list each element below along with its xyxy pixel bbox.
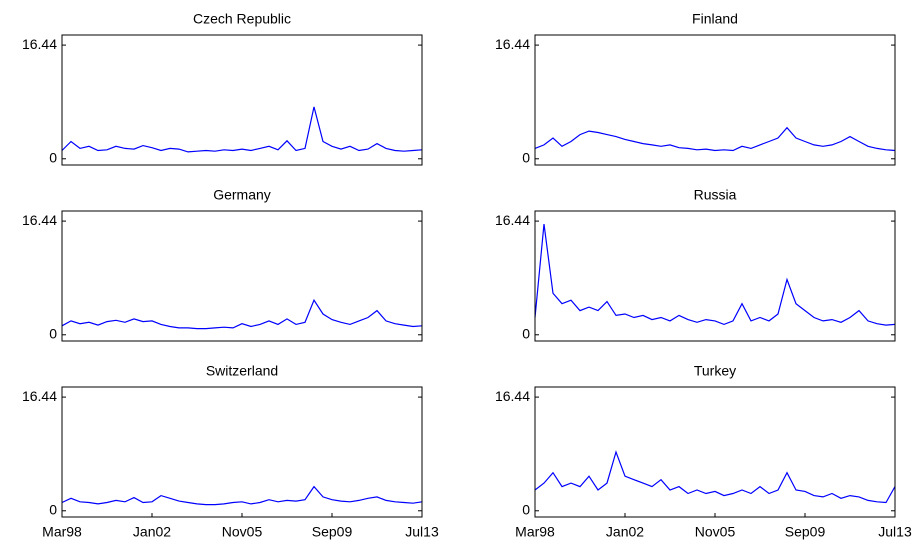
- y-tick-label: 0: [522, 149, 530, 165]
- panel-title: Turkey: [694, 363, 736, 379]
- panel-title: Russia: [694, 187, 737, 203]
- series-line: [61, 298, 423, 330]
- series-line: [534, 450, 896, 504]
- x-tick-label: Jul13: [878, 524, 912, 540]
- series-line: [61, 106, 423, 153]
- y-tick-label: 0: [522, 501, 530, 517]
- x-tick-label: Nov05: [222, 524, 263, 540]
- series-line: [534, 224, 896, 326]
- plot-frame: [534, 386, 896, 518]
- x-tick-label: Jan02: [133, 524, 171, 540]
- series-line: [534, 126, 896, 152]
- plot-frame: [61, 386, 423, 518]
- x-tick-label: Sep09: [312, 524, 353, 540]
- panel-title: Czech Republic: [193, 11, 291, 27]
- plot-frame: [61, 210, 423, 342]
- y-tick-label: 0: [49, 325, 57, 341]
- x-tick-label: Jan02: [606, 524, 644, 540]
- plot-frame: [534, 210, 896, 342]
- y-tick-label: 16.44: [495, 388, 530, 404]
- panel-title: Germany: [213, 187, 271, 203]
- x-tick-label: Mar98: [42, 524, 82, 540]
- plot-frame: [534, 34, 896, 166]
- y-tick-label: 16.44: [22, 388, 57, 404]
- panel-title: Switzerland: [206, 363, 278, 379]
- y-tick-label: 16.44: [22, 212, 57, 228]
- y-tick-label: 0: [522, 325, 530, 341]
- series-line: [61, 485, 423, 506]
- x-tick-label: Nov05: [695, 524, 736, 540]
- panel-title: Finland: [692, 11, 738, 27]
- x-tick-label: Jul13: [405, 524, 439, 540]
- y-tick-label: 16.44: [495, 212, 530, 228]
- y-tick-label: 16.44: [495, 36, 530, 52]
- y-tick-label: 16.44: [22, 36, 57, 52]
- y-tick-label: 0: [49, 501, 57, 517]
- y-tick-label: 0: [49, 149, 57, 165]
- plot-frame: [61, 34, 423, 166]
- x-tick-label: Mar98: [515, 524, 555, 540]
- x-tick-label: Sep09: [785, 524, 826, 540]
